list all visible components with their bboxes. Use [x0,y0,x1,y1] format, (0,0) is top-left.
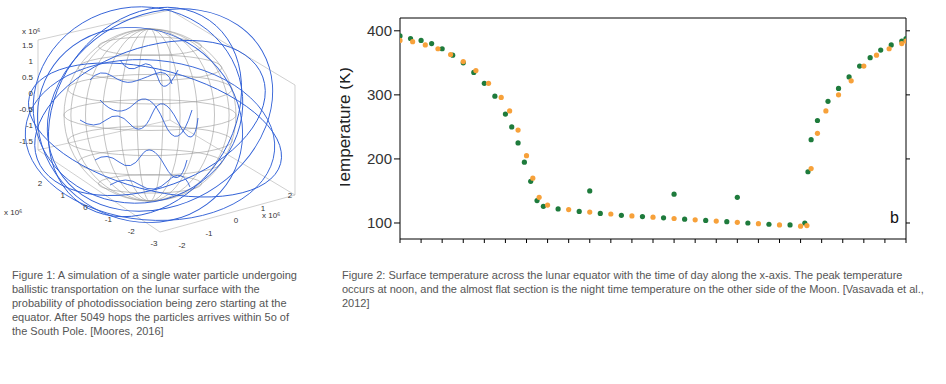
svg-text:1: 1 [260,203,266,213]
svg-text:400: 400 [367,22,392,39]
svg-text:2: 2 [288,191,293,200]
svg-text:x 10⁶: x 10⁶ [8,208,22,217]
svg-text:1: 1 [29,57,34,66]
svg-text:-1: -1 [105,215,113,224]
svg-text:x 10⁶: x 10⁶ [262,211,280,220]
svg-text:2: 2 [38,179,43,188]
svg-text:x 10⁶: x 10⁶ [22,27,40,36]
svg-text:-1: -1 [26,121,34,130]
svg-text:-2: -2 [178,241,186,250]
html-text:Figure 1: A simulation of a si: Figure 1: A simulation of a single water… [12,269,297,337]
svg-text:0: 0 [234,216,239,225]
html-text:b: b [890,209,899,226]
svg-text:100: 100 [367,214,392,231]
svg-text:0.5: 0.5 [22,73,34,82]
svg-text:300: 300 [367,86,392,103]
svg-text:-3: -3 [150,239,158,248]
svg-text:0: 0 [29,89,34,98]
svg-text:Temperature (K): Temperature (K) [340,67,354,190]
svg-text:-1: -1 [205,229,213,238]
svg-text:200: 200 [367,150,392,167]
svg-text:-2: -2 [128,227,136,236]
html-text:Figure 2: Surface temperature: Figure 2: Surface temperature across the… [342,269,924,309]
svg-text:0: 0 [83,203,88,212]
svg-text:-0.5: -0.5 [19,105,33,114]
svg-text:1: 1 [61,191,66,200]
svg-text:1.5: 1.5 [22,41,34,50]
svg-text:-1.5: -1.5 [19,137,33,146]
